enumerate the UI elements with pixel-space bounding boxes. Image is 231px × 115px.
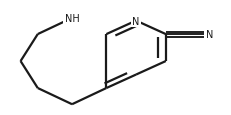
Text: NH: NH bbox=[65, 14, 79, 24]
Text: N: N bbox=[132, 16, 140, 26]
Text: N: N bbox=[206, 30, 213, 40]
